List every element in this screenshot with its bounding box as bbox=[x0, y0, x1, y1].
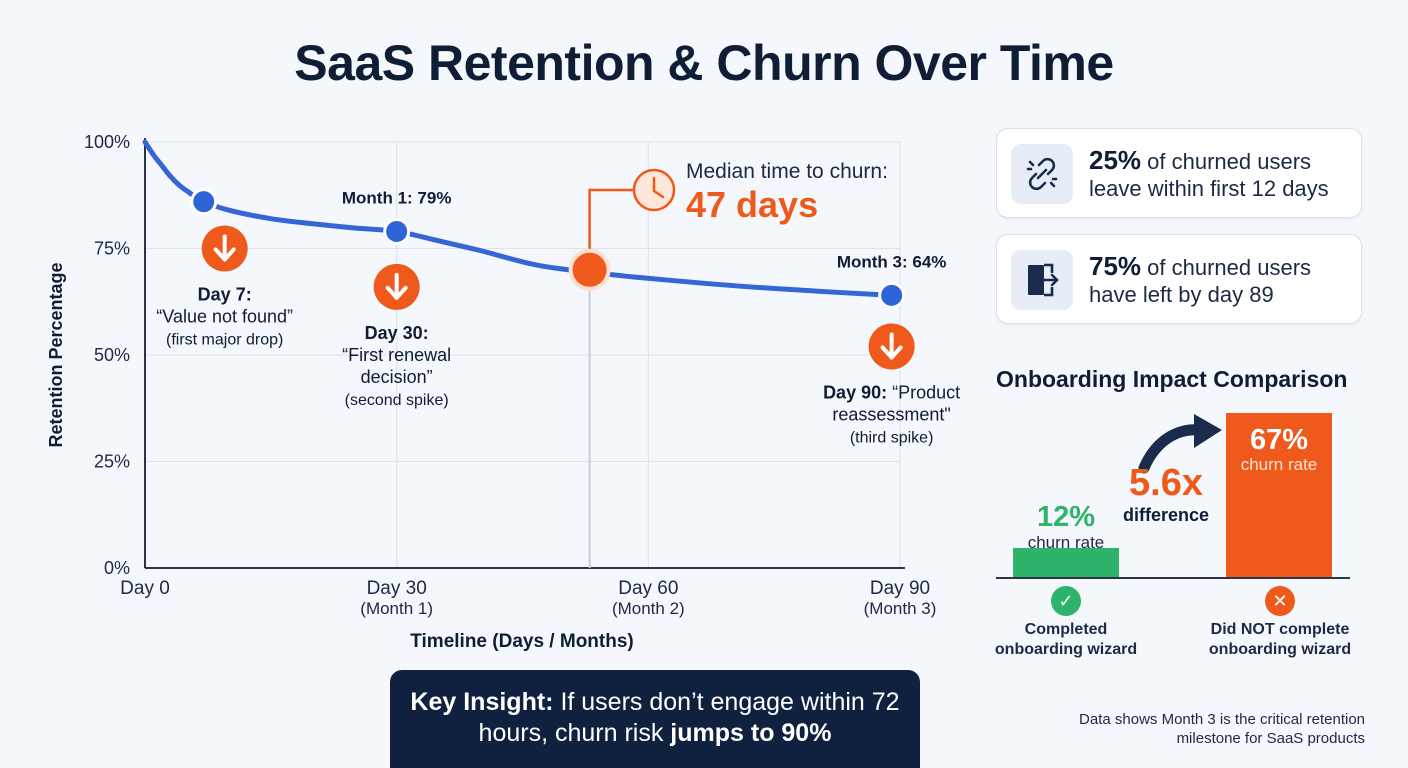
x-tick-label: Day 60 bbox=[618, 578, 678, 599]
retention-line bbox=[142, 139, 895, 298]
spike-label: “First renewal bbox=[342, 345, 451, 365]
curved-arrow-icon bbox=[1138, 414, 1222, 474]
spike-label: Day 90: “Product bbox=[823, 382, 960, 402]
x-tick-sublabel: (Month 2) bbox=[612, 599, 685, 618]
x-tick-label: Day 30 bbox=[367, 578, 427, 599]
footnote: Data shows Month 3 is the critical reten… bbox=[1079, 711, 1365, 747]
stat-text: 25% of churned users leave within first … bbox=[1089, 145, 1329, 202]
completed-churn-pct: 12% bbox=[1036, 501, 1096, 533]
y-tick-label: 25% bbox=[94, 452, 130, 472]
difference-value: 5.6x bbox=[1129, 462, 1203, 504]
arrow-head bbox=[385, 285, 408, 300]
not-completed-churn-sub: churn rate bbox=[1240, 455, 1318, 474]
stat-text: 75% of churned users have left by day 89 bbox=[1089, 251, 1312, 308]
completed-label: Completed onboarding wizard bbox=[994, 621, 1138, 658]
retention-point bbox=[383, 217, 411, 245]
x-tick-label: Day 0 bbox=[120, 578, 170, 599]
arrow-head bbox=[213, 247, 236, 262]
stat-card-12-days: 25% of churned users leave within first … bbox=[996, 128, 1362, 218]
retention-point bbox=[190, 188, 218, 216]
spike-label: (first major drop) bbox=[166, 332, 283, 349]
y-tick-label: 50% bbox=[94, 345, 130, 365]
stat-card-day-89: 75% of churned users have left by day 89 bbox=[996, 234, 1362, 324]
spike-label: decision” bbox=[361, 367, 433, 387]
x-tick-label: Day 90 bbox=[870, 578, 930, 599]
x-tick-sublabel: (Month 1) bbox=[360, 599, 433, 618]
point-label: Month 1: 79% bbox=[342, 188, 452, 207]
point-label: Month 3: 64% bbox=[837, 252, 947, 271]
median-connector bbox=[588, 188, 637, 250]
x-tick-sublabel: (Month 3) bbox=[864, 599, 937, 618]
completed-churn-bar bbox=[1013, 547, 1119, 577]
not-completed-label: Did NOT complete onboarding wizard bbox=[1208, 621, 1352, 658]
exit-door-icon bbox=[1011, 250, 1073, 310]
x-axis-label: Timeline (Days / Months) bbox=[410, 631, 633, 652]
completed-churn-sub: churn rate bbox=[1027, 533, 1105, 552]
spike-label: Day 7: bbox=[198, 285, 252, 305]
y-tick-label: 0% bbox=[104, 558, 130, 578]
y-tick-label: 100% bbox=[84, 132, 130, 152]
spike-label: “Value not found” bbox=[156, 307, 293, 327]
check-icon: ✓ bbox=[1051, 586, 1081, 616]
page-title: SaaS Retention & Churn Over Time bbox=[294, 35, 1114, 91]
arrow-head bbox=[880, 345, 903, 360]
key-insight-box: Key Insight: If users don’t engage withi… bbox=[390, 670, 920, 768]
clock-hands bbox=[652, 176, 665, 199]
y-axis-label: Retention Percentage bbox=[46, 262, 66, 447]
not-completed-churn-pct: 67% bbox=[1249, 424, 1309, 456]
median-value: 47 days bbox=[686, 184, 818, 225]
spike-label: (third spike) bbox=[850, 429, 934, 446]
retention-point bbox=[878, 281, 906, 309]
spike-label: Day 30: bbox=[365, 323, 429, 343]
close-icon: ✕ bbox=[1265, 586, 1295, 616]
not-completed-churn-bar bbox=[1226, 412, 1332, 577]
median-label: Median time to churn: bbox=[686, 160, 888, 183]
broken-link-icon bbox=[1011, 144, 1073, 204]
difference-label: difference bbox=[1122, 505, 1210, 525]
median-churn-point bbox=[568, 248, 611, 291]
onboarding-title: Onboarding Impact Comparison bbox=[996, 366, 1348, 392]
spike-label: reassessment" bbox=[832, 404, 950, 424]
y-tick-label: 75% bbox=[94, 239, 130, 259]
spike-label: (second spike) bbox=[345, 392, 449, 409]
bar-baseline bbox=[996, 577, 1350, 579]
